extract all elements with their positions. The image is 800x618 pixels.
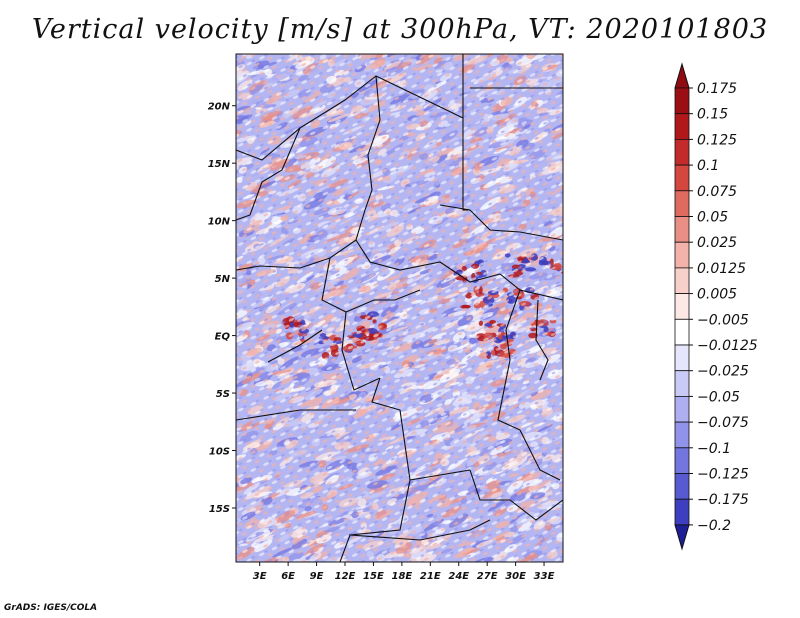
colorbar-label: 0.15 bbox=[697, 107, 728, 123]
colorbar-swatch bbox=[674, 421, 690, 449]
lat-label: 10S bbox=[209, 447, 230, 458]
colorbar-swatch bbox=[674, 87, 690, 115]
lon-label: 3E bbox=[253, 571, 267, 582]
colorbar-swatch bbox=[674, 267, 690, 294]
colorbar-label: −0.0125 bbox=[697, 338, 758, 354]
colorbar-label: −0.05 bbox=[697, 389, 740, 405]
colorbar-label: 0.0125 bbox=[697, 261, 746, 277]
colorbar-swatch bbox=[674, 293, 690, 320]
lon-label: 30E bbox=[505, 571, 526, 582]
country-borders bbox=[236, 54, 563, 562]
lon-label: 15E bbox=[363, 571, 384, 582]
map-frame bbox=[235, 53, 564, 563]
lat-label: 20N bbox=[208, 102, 231, 113]
colorbar-label: 0.005 bbox=[697, 287, 737, 303]
lon-label: 12E bbox=[335, 571, 356, 582]
lat-label: 15N bbox=[208, 159, 231, 170]
colorbar-swatch bbox=[674, 447, 690, 474]
colorbar-bottom-arrow bbox=[674, 524, 690, 551]
colorbar-label: −0.025 bbox=[697, 364, 749, 380]
field-blob bbox=[565, 271, 571, 277]
longitude-axis: 3E 6E 9E 12E 15E 18E 21E 24E 27E 30E 33E bbox=[253, 562, 555, 582]
map-title: Vertical velocity [m/s] at 300hPa, VT: 2… bbox=[31, 14, 769, 45]
colorbar-swatch bbox=[674, 138, 690, 166]
lon-label: 33E bbox=[534, 571, 555, 582]
colorbar-swatch bbox=[674, 344, 690, 372]
field-blob bbox=[562, 279, 563, 281]
colorbar-swatch bbox=[674, 395, 690, 423]
lon-label: 9E bbox=[310, 571, 324, 582]
lat-label: 10N bbox=[208, 217, 231, 228]
colorbar-label: 0.025 bbox=[697, 235, 737, 251]
colorbar-swatch bbox=[674, 318, 690, 346]
colorbar-label: 0.1 bbox=[697, 158, 719, 174]
lon-label: 27E bbox=[477, 571, 498, 582]
latitude-axis: 20N 15N 10N 5N EQ 5S 10S 15S bbox=[208, 102, 236, 515]
lon-label: 21E bbox=[420, 571, 441, 582]
grads-credit: GrADS: IGES/COLA bbox=[4, 603, 98, 613]
lat-label: 5S bbox=[216, 389, 230, 400]
colorbar-swatch bbox=[674, 216, 690, 243]
colorbar-label: 0.125 bbox=[697, 132, 737, 148]
colorbar: 0.175 0.15 0.125 0.1 0.075 0.05 0.025 0.0125 0.0… bbox=[674, 62, 758, 551]
colorbar-swatch bbox=[674, 473, 690, 500]
colorbar-label: −0.125 bbox=[697, 467, 749, 483]
lat-label: 5N bbox=[215, 274, 231, 285]
colorbar-label: −0.1 bbox=[697, 441, 731, 457]
lon-label: 24E bbox=[448, 571, 469, 582]
colorbar-label: −0.075 bbox=[697, 415, 749, 431]
lat-label: EQ bbox=[215, 332, 231, 343]
colorbar-label: −0.175 bbox=[697, 492, 749, 508]
lon-label: 18E bbox=[391, 571, 412, 582]
field-texture bbox=[236, 54, 563, 562]
colorbar-swatch bbox=[674, 164, 690, 192]
colorbar-swatch bbox=[674, 190, 690, 217]
colorbar-swatch bbox=[674, 241, 690, 269]
field-blob bbox=[564, 263, 571, 267]
colorbar-label: 0.075 bbox=[697, 184, 737, 200]
colorbar-label: −0.005 bbox=[697, 312, 749, 328]
colorbar-swatch bbox=[674, 113, 690, 140]
field-blob bbox=[564, 274, 576, 281]
colorbar-label: −0.2 bbox=[697, 518, 731, 534]
colorbar-swatch bbox=[674, 370, 690, 397]
colorbar-top-arrow bbox=[674, 62, 690, 89]
colorbar-label: 0.175 bbox=[697, 81, 737, 97]
colorbar-swatch bbox=[674, 498, 690, 526]
lat-label: 15S bbox=[209, 504, 230, 515]
colorbar-label: 0.05 bbox=[697, 210, 728, 226]
lon-label: 6E bbox=[281, 571, 295, 582]
